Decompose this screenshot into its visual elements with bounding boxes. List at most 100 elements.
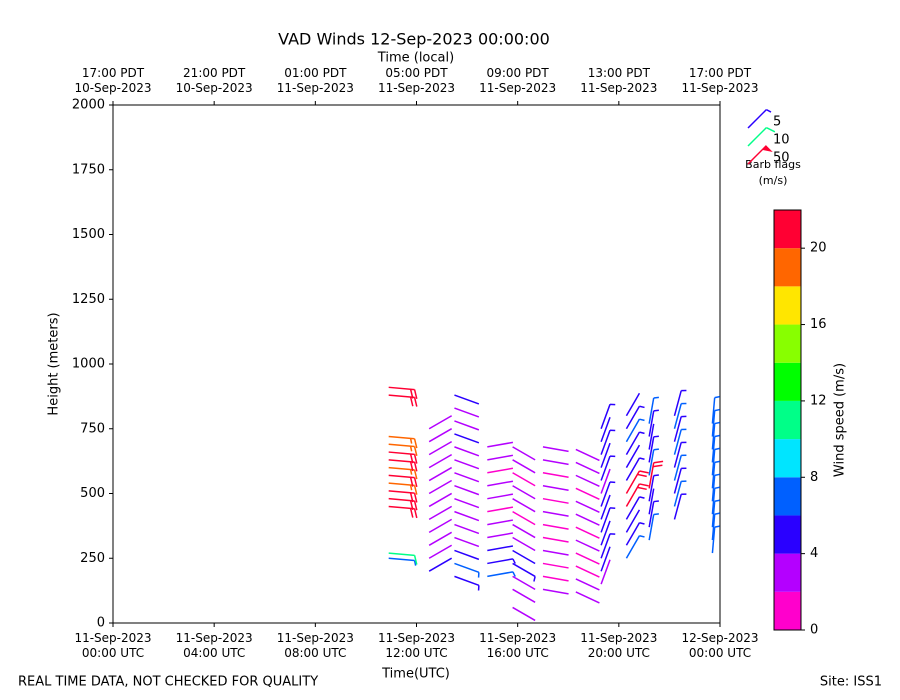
barb-part [575,591,600,604]
barb-part [454,575,480,586]
wind-barb [625,431,645,456]
barb-part [533,576,536,582]
wind-barb [673,389,687,416]
wind-barb [600,429,616,455]
barb-part [653,474,659,477]
barb-part [413,500,418,511]
x-tick-label: 11-Sep-2023 12:00 UTC [377,631,456,660]
barb-part [512,536,536,552]
wind-barb [512,510,536,526]
wind-barb [388,490,418,503]
barb-part [653,396,659,399]
barb-part [711,423,716,450]
barb-part [512,510,536,526]
barb-part [454,549,480,561]
colorbar-tick-label: 4 [810,546,818,561]
barb-part [542,536,569,543]
barb-part [648,514,655,541]
barb-part [711,527,716,554]
barb-part [413,508,418,519]
barb-part [747,145,767,165]
top-axis-label: Time (local) [377,51,454,66]
wind-barb [487,558,516,565]
wind-barb [600,468,611,494]
wind-barb [487,545,514,552]
top-x-tick-label: 05:00 PDT 11-Sep-2023 [377,66,456,95]
colorbar-label: Wind speed (m/s) [833,363,848,477]
barb-part [454,394,480,405]
barb-part [575,565,600,578]
barb-part [648,410,655,437]
wind-barb [388,451,418,464]
wind-barb [625,470,649,494]
barb-part [388,451,415,456]
wind-barb [625,522,645,546]
barb-part [428,492,453,508]
barb-part [428,453,453,469]
top-x-tick-label: 13:00 PDT 11-Sep-2023 [580,66,658,95]
wind-barb [648,435,659,463]
barb-part [600,442,611,468]
barb-part [542,588,569,595]
wind-barb [512,459,536,474]
wind-barb [625,496,645,520]
wind-barb [673,428,687,455]
barb-part [487,558,514,565]
wind-barb [454,497,480,509]
wind-barb [388,466,418,480]
wind-barb [747,145,773,165]
barb-part [413,397,418,407]
barb-part [653,448,659,451]
barb-part [673,481,682,507]
wind-barb [487,493,514,500]
barb-part [409,484,413,491]
colorbar-frame [773,209,802,631]
barb-part [714,395,720,399]
barb-part [762,145,773,152]
barb-part [512,485,536,500]
barb-part [512,498,536,513]
barb-part [714,421,720,425]
wind-barb [711,408,720,437]
barb-part [413,469,418,480]
legend-title: Barb flags [745,158,801,171]
wind-barb [542,562,569,569]
barb-part [388,459,415,463]
barb-part [639,522,645,525]
wind-barb [747,108,772,129]
wind-barb [648,396,659,424]
wind-barb [711,473,720,502]
wind-barb [648,423,655,450]
barb-part [388,435,415,440]
wind-barb [388,394,418,407]
barb-part [388,490,415,494]
wind-barb [487,441,514,448]
barb-part [648,488,655,515]
wind-barb [512,562,536,582]
barb-part [487,480,514,487]
wind-barb [575,526,600,539]
colorbar-segment [774,362,801,401]
barb-part [625,483,641,507]
barb-part [648,397,655,424]
barb-part [766,108,772,113]
barb-part [428,441,453,456]
barb-part [413,493,418,503]
wind-barb [454,562,480,578]
x-tick-label: 11-Sep-2023 20:00 UTC [580,631,658,660]
barb-part [747,109,767,129]
legend-label: 50 [773,151,790,166]
barb-part [512,472,536,487]
wind-barb [512,446,536,461]
wind-barb [625,535,645,559]
barb-part [673,442,682,468]
wind-barb [428,479,453,495]
wind-barb [711,499,720,528]
barb-part [409,389,414,399]
barb-part [673,468,682,494]
barb-part [575,474,600,488]
barb-part [454,485,480,496]
barb-part [600,468,611,494]
barb-part [625,535,641,559]
